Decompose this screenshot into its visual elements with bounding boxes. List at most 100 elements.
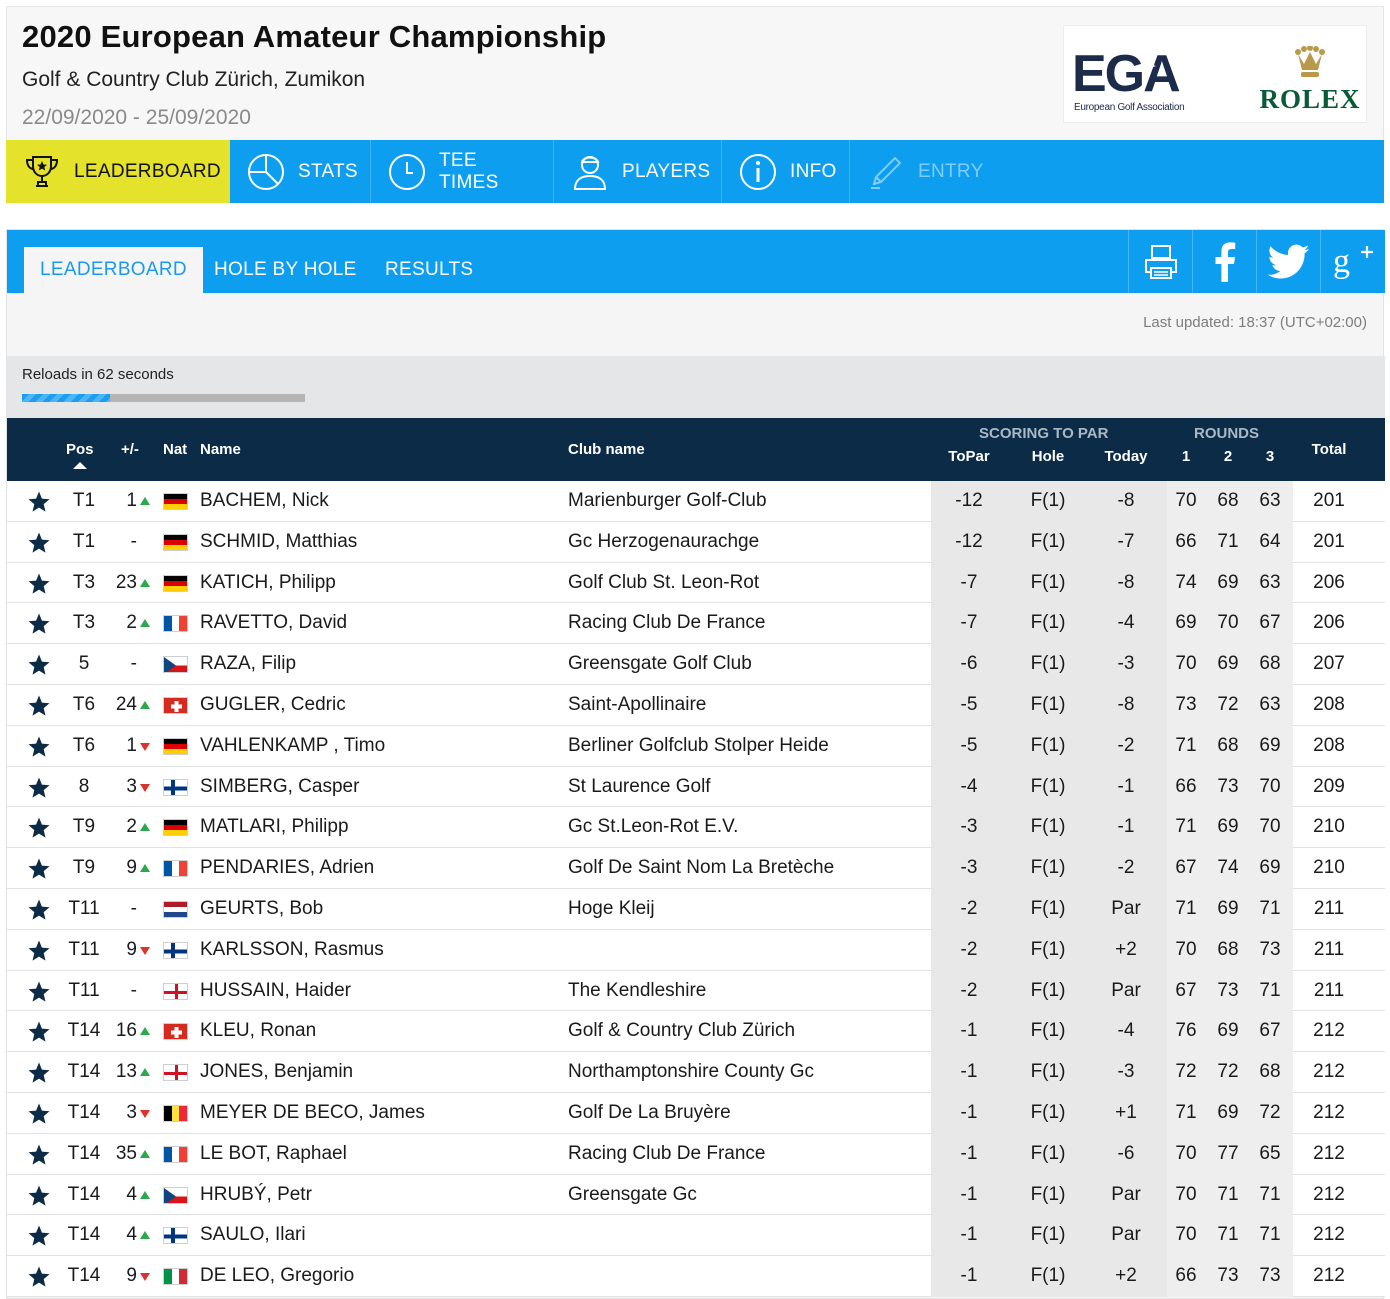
- table-row[interactable]: T11 - GEURTS, Bob Hoge Kleij -2 F(1) Par 71 69 71…: [7, 888, 1385, 930]
- cell-total: 212: [1313, 1183, 1345, 1205]
- nav-tab-leaderboard[interactable]: LEADERBOARD: [6, 140, 230, 203]
- cell-player-name[interactable]: GEURTS, Bob: [200, 897, 324, 919]
- cell-player-name[interactable]: DE LEO, Gregorio: [200, 1265, 355, 1287]
- favorite-star-icon[interactable]: [27, 857, 51, 881]
- cell-player-name[interactable]: SIMBERG, Casper: [200, 775, 360, 797]
- table-row[interactable]: T14 35 LE BOT, Raphael Racing Club De Franc…: [7, 1133, 1385, 1175]
- subtab-hole-by-hole[interactable]: HOLE BY HOLE: [214, 259, 357, 280]
- favorite-star-icon[interactable]: [27, 735, 51, 759]
- table-row[interactable]: 8 3 SIMBERG, Casper St Laurence Golf -4 F(1) -…: [7, 766, 1385, 808]
- cell-round-1: 71: [1175, 897, 1197, 919]
- table-row[interactable]: T14 9 DE LEO, Gregorio -1 F(1) +2 66 73 73 212: [7, 1256, 1385, 1297]
- cell-player-name[interactable]: KARLSSON, Rasmus: [200, 938, 384, 960]
- favorite-star-icon[interactable]: [27, 898, 51, 922]
- cell-player-name[interactable]: MEYER DE BECO, James: [200, 1101, 425, 1123]
- nav-tab-players[interactable]: PLAYERS: [554, 140, 722, 203]
- table-row[interactable]: T9 9 PENDARIES, Adrien Golf De Saint Nom La…: [7, 848, 1385, 889]
- table-row[interactable]: T14 16 KLEU, Ronan Golf & Country Club Züri…: [7, 1011, 1385, 1053]
- cell-hole: F(1): [1030, 1183, 1066, 1205]
- facebook-share-button[interactable]: [1192, 230, 1256, 293]
- favorite-star-icon[interactable]: [27, 1061, 51, 1085]
- col-header-pos[interactable]: Pos: [66, 441, 94, 458]
- scoring-column-shade: [931, 766, 1167, 808]
- cell-pos: T14: [67, 1061, 101, 1083]
- flag-icon: [163, 1064, 188, 1082]
- cell-player-name[interactable]: LE BOT, Raphael: [200, 1142, 347, 1164]
- favorite-star-icon[interactable]: [27, 694, 51, 718]
- table-row[interactable]: T6 24 GUGLER, Cedric Saint-Apollinaire -5 F(1…: [7, 684, 1385, 726]
- favorite-star-icon[interactable]: [27, 1184, 51, 1208]
- print-button[interactable]: [1128, 230, 1192, 293]
- cell-player-name[interactable]: GUGLER, Cedric: [200, 693, 346, 715]
- nav-tab-tee-times[interactable]: TEE TIMES: [371, 140, 554, 203]
- nav-tab-stats[interactable]: STATS: [230, 140, 371, 203]
- table-row[interactable]: T14 3 MEYER DE BECO, James Golf De La Bruyè…: [7, 1092, 1385, 1134]
- favorite-star-icon[interactable]: [27, 531, 51, 555]
- table-row[interactable]: T11 - HUSSAIN, Haider The Kendleshire -2 F(1)…: [7, 970, 1385, 1012]
- cell-club: Hoge Kleij: [568, 897, 655, 919]
- nav-tab-label: STATS: [298, 160, 358, 182]
- cell-club: Gc Herzogenaurachge: [568, 530, 760, 552]
- cell-player-name[interactable]: HUSSAIN, Haider: [200, 979, 351, 1001]
- table-row[interactable]: T14 4 SAULO, Ilari -1 F(1) Par 70 71 71 212: [7, 1215, 1385, 1257]
- table-row[interactable]: T6 1 VAHLENKAMP , Timo Berliner Golfclub St…: [7, 725, 1385, 767]
- favorite-star-icon[interactable]: [27, 1102, 51, 1126]
- favorite-star-icon[interactable]: [27, 1143, 51, 1167]
- favorite-star-icon[interactable]: [27, 816, 51, 840]
- table-row[interactable]: T3 23 KATICH, Philipp Golf Club St. Leon-Ro…: [7, 562, 1385, 604]
- cell-round-1: 70: [1175, 938, 1197, 960]
- ega-logo[interactable]: EGA European Golf Association: [1068, 36, 1198, 116]
- rolex-logo[interactable]: ROLEX: [1254, 44, 1366, 116]
- nav-tab-info[interactable]: INFO: [722, 140, 850, 203]
- table-row[interactable]: T1 - SCHMID, Matthias Gc Herzogenaurachge -1…: [7, 521, 1385, 563]
- cell-round-2: 69: [1217, 571, 1239, 593]
- table-row[interactable]: T11 9 KARLSSON, Rasmus -2 F(1) +2 70 68 73 211: [7, 929, 1385, 971]
- google-plus-share-button[interactable]: g: [1320, 230, 1385, 293]
- favorite-star-icon[interactable]: [27, 490, 51, 514]
- cell-club: Racing Club De France: [568, 612, 766, 634]
- cell-player-name[interactable]: BACHEM, Nick: [200, 490, 329, 511]
- cell-hole: F(1): [1030, 612, 1066, 634]
- nav-tab-entry[interactable]: ENTRY: [850, 140, 997, 203]
- cell-hole: F(1): [1030, 1101, 1066, 1123]
- cell-round-2: 71: [1217, 1224, 1239, 1246]
- favorite-star-icon[interactable]: [27, 1020, 51, 1044]
- table-row[interactable]: T1 1 BACHEM, Nick Marienburger Golf-Club -12…: [7, 481, 1385, 522]
- cell-player-name[interactable]: KATICH, Philipp: [200, 571, 336, 593]
- subtab-results[interactable]: RESULTS: [385, 259, 474, 280]
- cell-round-2: 73: [1217, 775, 1239, 797]
- cell-player-name[interactable]: HRUBÝ, Petr: [200, 1183, 312, 1205]
- table-row[interactable]: T14 13 JONES, Benjamin Northamptonshire Cou…: [7, 1052, 1385, 1093]
- cell-player-name[interactable]: SCHMID, Matthias: [200, 530, 358, 552]
- cell-player-name[interactable]: MATLARI, Philipp: [200, 816, 349, 838]
- table-row[interactable]: T9 2 MATLARI, Philipp Gc St.Leon-Rot E.V. -3…: [7, 807, 1385, 849]
- rolex-logo-text: ROLEX: [1259, 84, 1361, 114]
- favorite-star-icon[interactable]: [27, 776, 51, 800]
- favorite-star-icon[interactable]: [27, 653, 51, 677]
- cell-player-name[interactable]: SAULO, Ilari: [200, 1224, 306, 1246]
- cell-topar: -5: [960, 734, 978, 756]
- twitter-share-button[interactable]: [1256, 230, 1320, 293]
- scoring-column-shade: [931, 1011, 1167, 1053]
- cell-round-3: 68: [1259, 1061, 1281, 1083]
- table-row[interactable]: T3 2 RAVETTO, David Racing Club De France -7…: [7, 603, 1385, 645]
- favorite-star-icon[interactable]: [27, 1265, 51, 1289]
- cell-player-name[interactable]: JONES, Benjamin: [200, 1061, 354, 1083]
- favorite-star-icon[interactable]: [27, 939, 51, 963]
- cell-player-name[interactable]: KLEU, Ronan: [200, 1020, 317, 1042]
- cell-player-name[interactable]: VAHLENKAMP , Timo: [200, 734, 386, 756]
- subtab-leaderboard[interactable]: LEADERBOARD: [24, 247, 203, 293]
- favorite-star-icon[interactable]: [27, 572, 51, 596]
- cell-hole: F(1): [1030, 571, 1066, 593]
- col-group-rounds: ROUNDS: [1194, 425, 1260, 442]
- favorite-star-icon[interactable]: [27, 612, 51, 636]
- cell-player-name[interactable]: RAVETTO, David: [200, 612, 348, 634]
- table-row[interactable]: T14 4 HRUBÝ, Petr Greensgate Gc -1 F(1) Par 70 7…: [7, 1174, 1385, 1216]
- table-row[interactable]: 5 - RAZA, Filip Greensgate Golf Club -6 F(1) -…: [7, 644, 1385, 685]
- favorite-star-icon[interactable]: [27, 980, 51, 1004]
- cell-move: 2: [126, 612, 137, 634]
- cell-player-name[interactable]: PENDARIES, Adrien: [200, 857, 375, 879]
- cell-player-name[interactable]: RAZA, Filip: [200, 653, 297, 675]
- favorite-star-icon[interactable]: [27, 1224, 51, 1248]
- cell-topar: -1: [960, 1265, 978, 1287]
